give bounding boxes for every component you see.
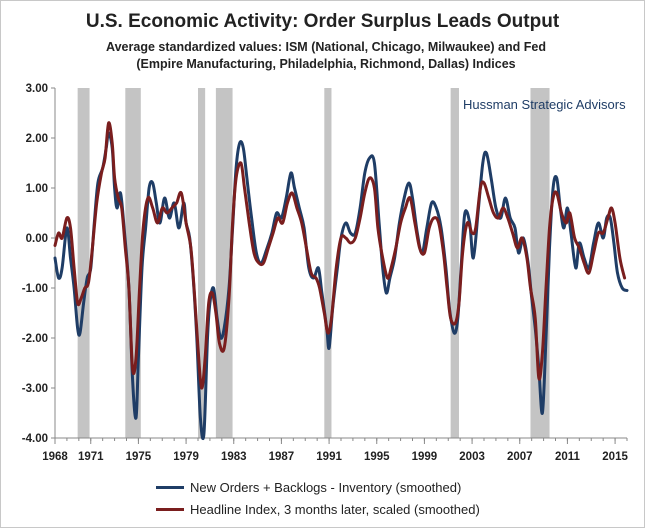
chart-subtitle: Average standardized values: ISM (Nation… — [106, 40, 546, 71]
x-tick-label-8: 1999 — [412, 451, 438, 463]
series-lines — [53, 121, 629, 440]
recession-band-3 — [215, 88, 233, 438]
x-tick-label-5: 1987 — [269, 451, 295, 463]
chart-title: U.S. Economic Activity: Order Surplus Le… — [85, 11, 560, 32]
y-tick-label-1: 2.00 — [26, 133, 48, 145]
y-tick-label-3: 0.00 — [26, 233, 48, 245]
y-tick-label-0: 3.00 — [26, 83, 48, 95]
recession-band-2 — [198, 88, 206, 438]
recession-band-0 — [77, 88, 90, 438]
x-tick-label-6: 1991 — [316, 451, 342, 463]
x-tick-label-7: 1995 — [364, 451, 390, 463]
x-tick-label-11: 2011 — [555, 451, 581, 463]
legend-entry-headline: Headline Index, 3 months later, scaled (… — [156, 500, 480, 518]
y-tick-label-2: 1.00 — [26, 183, 48, 195]
y-tick-label-5: -2.00 — [22, 333, 48, 345]
recession-band-4 — [324, 88, 332, 438]
legend-entry-orders: New Orders + Backlogs - Inventory (smoot… — [156, 478, 461, 496]
legend-label-orders: New Orders + Backlogs - Inventory (smoot… — [190, 479, 462, 495]
x-tick-label-9: 2003 — [459, 451, 485, 463]
recession-band-5 — [450, 88, 459, 438]
legend-swatch-orders — [156, 485, 184, 489]
y-tick-label-4: -1.00 — [22, 283, 48, 295]
legend-swatch-headline — [156, 507, 184, 511]
x-tick-label-10: 2007 — [507, 451, 533, 463]
source-annotation: Hussman Strategic Advisors — [463, 97, 626, 112]
y-tick-label-7: -4.00 — [22, 433, 48, 445]
x-tick-label-4: 1983 — [221, 451, 247, 463]
x-tick-label-2: 1975 — [126, 451, 152, 463]
tick-labels: 3.00 2.00 1.00 0.00 -1.00 -2.00 -3.00 -4.00 1968… — [22, 83, 629, 463]
legend-label-headline: Headline Index, 3 months later, scaled (… — [190, 501, 480, 517]
x-tick-label-1: 1971 — [78, 451, 104, 463]
y-tick-label-6: -3.00 — [22, 383, 48, 395]
x-tick-label-0: 1968 — [42, 451, 68, 463]
x-tick-label-12: 2015 — [602, 451, 628, 463]
x-tick-label-3: 1979 — [173, 451, 199, 463]
series-line-headline — [53, 121, 627, 390]
recession-bands — [77, 88, 550, 438]
